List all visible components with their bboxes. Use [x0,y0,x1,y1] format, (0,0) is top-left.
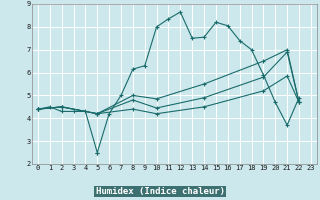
Text: Humidex (Indice chaleur): Humidex (Indice chaleur) [95,187,225,196]
